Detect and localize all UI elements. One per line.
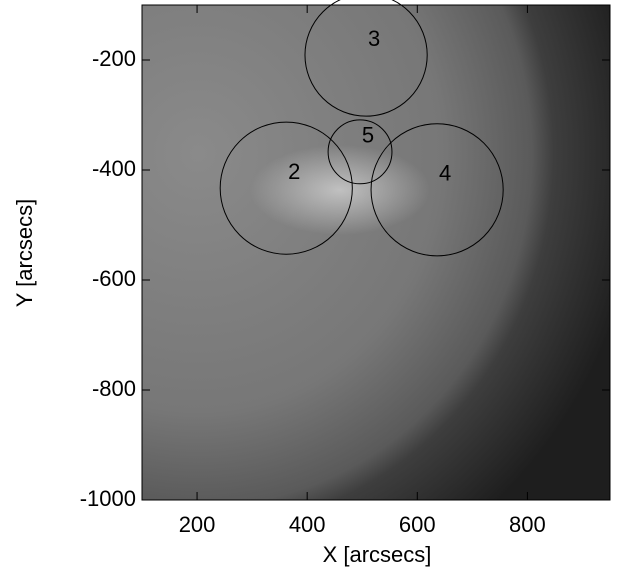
x-tick-label: 600 bbox=[399, 512, 436, 537]
x-tick-label: 800 bbox=[509, 512, 546, 537]
region-label: 4 bbox=[439, 161, 451, 186]
region-label: 2 bbox=[288, 159, 300, 184]
plot-area bbox=[142, 5, 610, 500]
y-tick-label: -800 bbox=[92, 376, 136, 401]
chart: X [arcsecs] Y [arcsecs] 200 400 600 800 -100… bbox=[0, 0, 640, 577]
x-axis-label: X [arcsecs] bbox=[323, 542, 432, 567]
y-tick-label: -1000 bbox=[80, 486, 136, 511]
x-tick-label: 400 bbox=[289, 512, 326, 537]
region-label: 5 bbox=[362, 123, 374, 148]
y-tick-label: -200 bbox=[92, 46, 136, 71]
y-tick-label: -600 bbox=[92, 266, 136, 291]
region-label: 3 bbox=[368, 26, 380, 51]
bright-region bbox=[250, 145, 430, 235]
y-axis-label: Y [arcsecs] bbox=[12, 199, 37, 307]
solar-image bbox=[142, 5, 610, 500]
x-tick-label: 200 bbox=[179, 512, 216, 537]
y-tick-label: -400 bbox=[92, 156, 136, 181]
